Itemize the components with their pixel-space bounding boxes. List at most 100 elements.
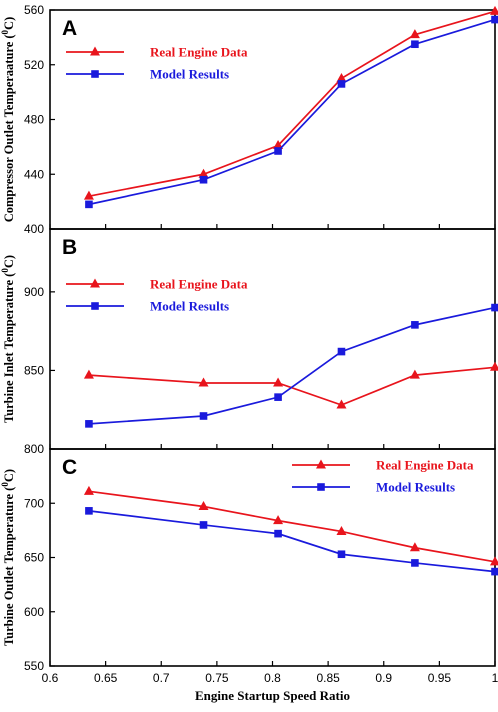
y-axis-label: Compressor Outlet Temperaature (0C) [0,17,16,223]
x-axis-label: Engine Startup Speed Ratio [195,688,350,703]
y-tick-label: 600 [24,605,44,619]
data-point [409,369,420,379]
y-axis-label-superscript: 0 [0,268,10,273]
y-tick-label: 480 [24,113,44,127]
data-point [83,190,94,200]
y-axis-label-text: Turbine Inlet Temperature ( [2,273,16,423]
y-tick-label: 650 [24,551,44,565]
legend-marker [316,459,326,469]
x-tick-label: 0.8 [264,671,281,685]
panel-letter: B [62,236,77,259]
data-point [490,5,498,15]
y-tick-label: 850 [24,363,44,377]
data-point [337,80,346,88]
panel-B: 800 850 900 B Turbine Inlet Temperature (0C)… [0,228,498,456]
y-tick-label: 900 [24,285,44,299]
data-point [336,525,347,535]
y-tick-label: 400 [24,222,44,236]
data-point [491,567,498,576]
series-line [88,10,496,197]
x-axis: 0.6 0.65 0.7 0.75 0.8 0.85 0.9 0.95 1 Engine Star… [42,671,498,703]
legend: Real Engine Data Model Results [292,458,474,495]
y-tick-label: 520 [24,58,44,72]
data-point [336,72,347,82]
data-point [199,521,208,529]
legend-label: Real Engine Data [150,45,248,60]
x-tick-label: 0.7 [153,671,170,685]
panel-C: 550 600 650 700 C Turbine Outlet Temperature … [0,448,498,673]
legend-label: Model Results [376,480,455,495]
data-point [409,542,420,552]
data-point [336,399,347,409]
y-tick-label: 560 [24,3,44,17]
plot-frame [49,228,496,450]
y-axis-label-unit: C) [2,17,16,30]
data-point [337,347,346,356]
y-axis-label-unit: C) [2,255,16,268]
legend-marker [91,302,99,310]
data-point [83,369,94,379]
y-axis-label: Turbine Outlet Temperature (0C) [0,469,16,646]
y-tick-label: 800 [24,442,44,456]
series-line [88,18,496,206]
series-model-results [85,303,498,428]
data-point [273,140,284,150]
y-axis-label-superscript: 0 [0,29,10,34]
data-point [198,168,209,178]
x-tick-label: 0.75 [205,671,229,685]
data-point [274,393,282,401]
legend-label: Model Results [150,299,229,314]
legend-label: Model Results [150,67,229,82]
data-point [491,15,498,24]
y-axis-label: Turbine Inlet Temperature (0C) [0,255,16,423]
legend-marker [317,483,325,491]
data-point [198,501,209,511]
y-axis-label-superscript: 0 [0,482,10,487]
y-tick-label: 700 [24,496,44,510]
series-model-results [85,507,498,576]
series-real-engine-data [83,5,498,200]
x-tick-label: 0.85 [316,671,340,685]
data-point [490,361,498,371]
series-line [88,490,496,563]
y-tick-label: 550 [24,659,44,673]
data-point [85,420,93,428]
legend-marker [91,70,99,78]
data-point [273,377,284,387]
data-point [411,559,419,567]
x-tick-label: 1 [492,671,498,685]
data-point [83,485,94,495]
panel-letter: A [62,17,77,40]
legend-marker [90,46,100,56]
data-point [274,147,282,155]
legend-label: Real Engine Data [150,277,248,292]
y-axis-label-text: Turbine Outlet Temperature ( [2,487,16,646]
data-point [273,515,284,525]
data-point [85,507,93,515]
x-tick-label: 0.65 [94,671,118,685]
legend: Real Engine Data Model Results [66,277,248,314]
series-line [88,366,496,406]
y-axis-label-text: Compressor Outlet Temperaature ( [2,34,16,222]
legend: Real Engine Data Model Results [66,45,248,82]
panel-A: 400 440 480 520 560 A Compressor Outlet Temper… [0,3,498,236]
x-tick-label: 0.6 [42,671,59,685]
legend-label: Real Engine Data [376,458,474,473]
x-tick-label: 0.95 [428,671,452,685]
data-point [490,556,498,566]
legend-marker [90,278,100,288]
x-tick-label: 0.9 [375,671,392,685]
series-line [88,306,496,425]
data-point [411,321,419,329]
data-point [337,550,346,559]
series-model-results [85,15,498,209]
series-line [88,510,496,573]
data-point [491,303,498,312]
data-point [199,412,208,420]
y-axis-label-unit: C) [2,469,16,482]
data-point [198,377,209,387]
data-point [409,29,420,39]
series-real-engine-data [83,485,498,566]
data-point [85,200,93,209]
